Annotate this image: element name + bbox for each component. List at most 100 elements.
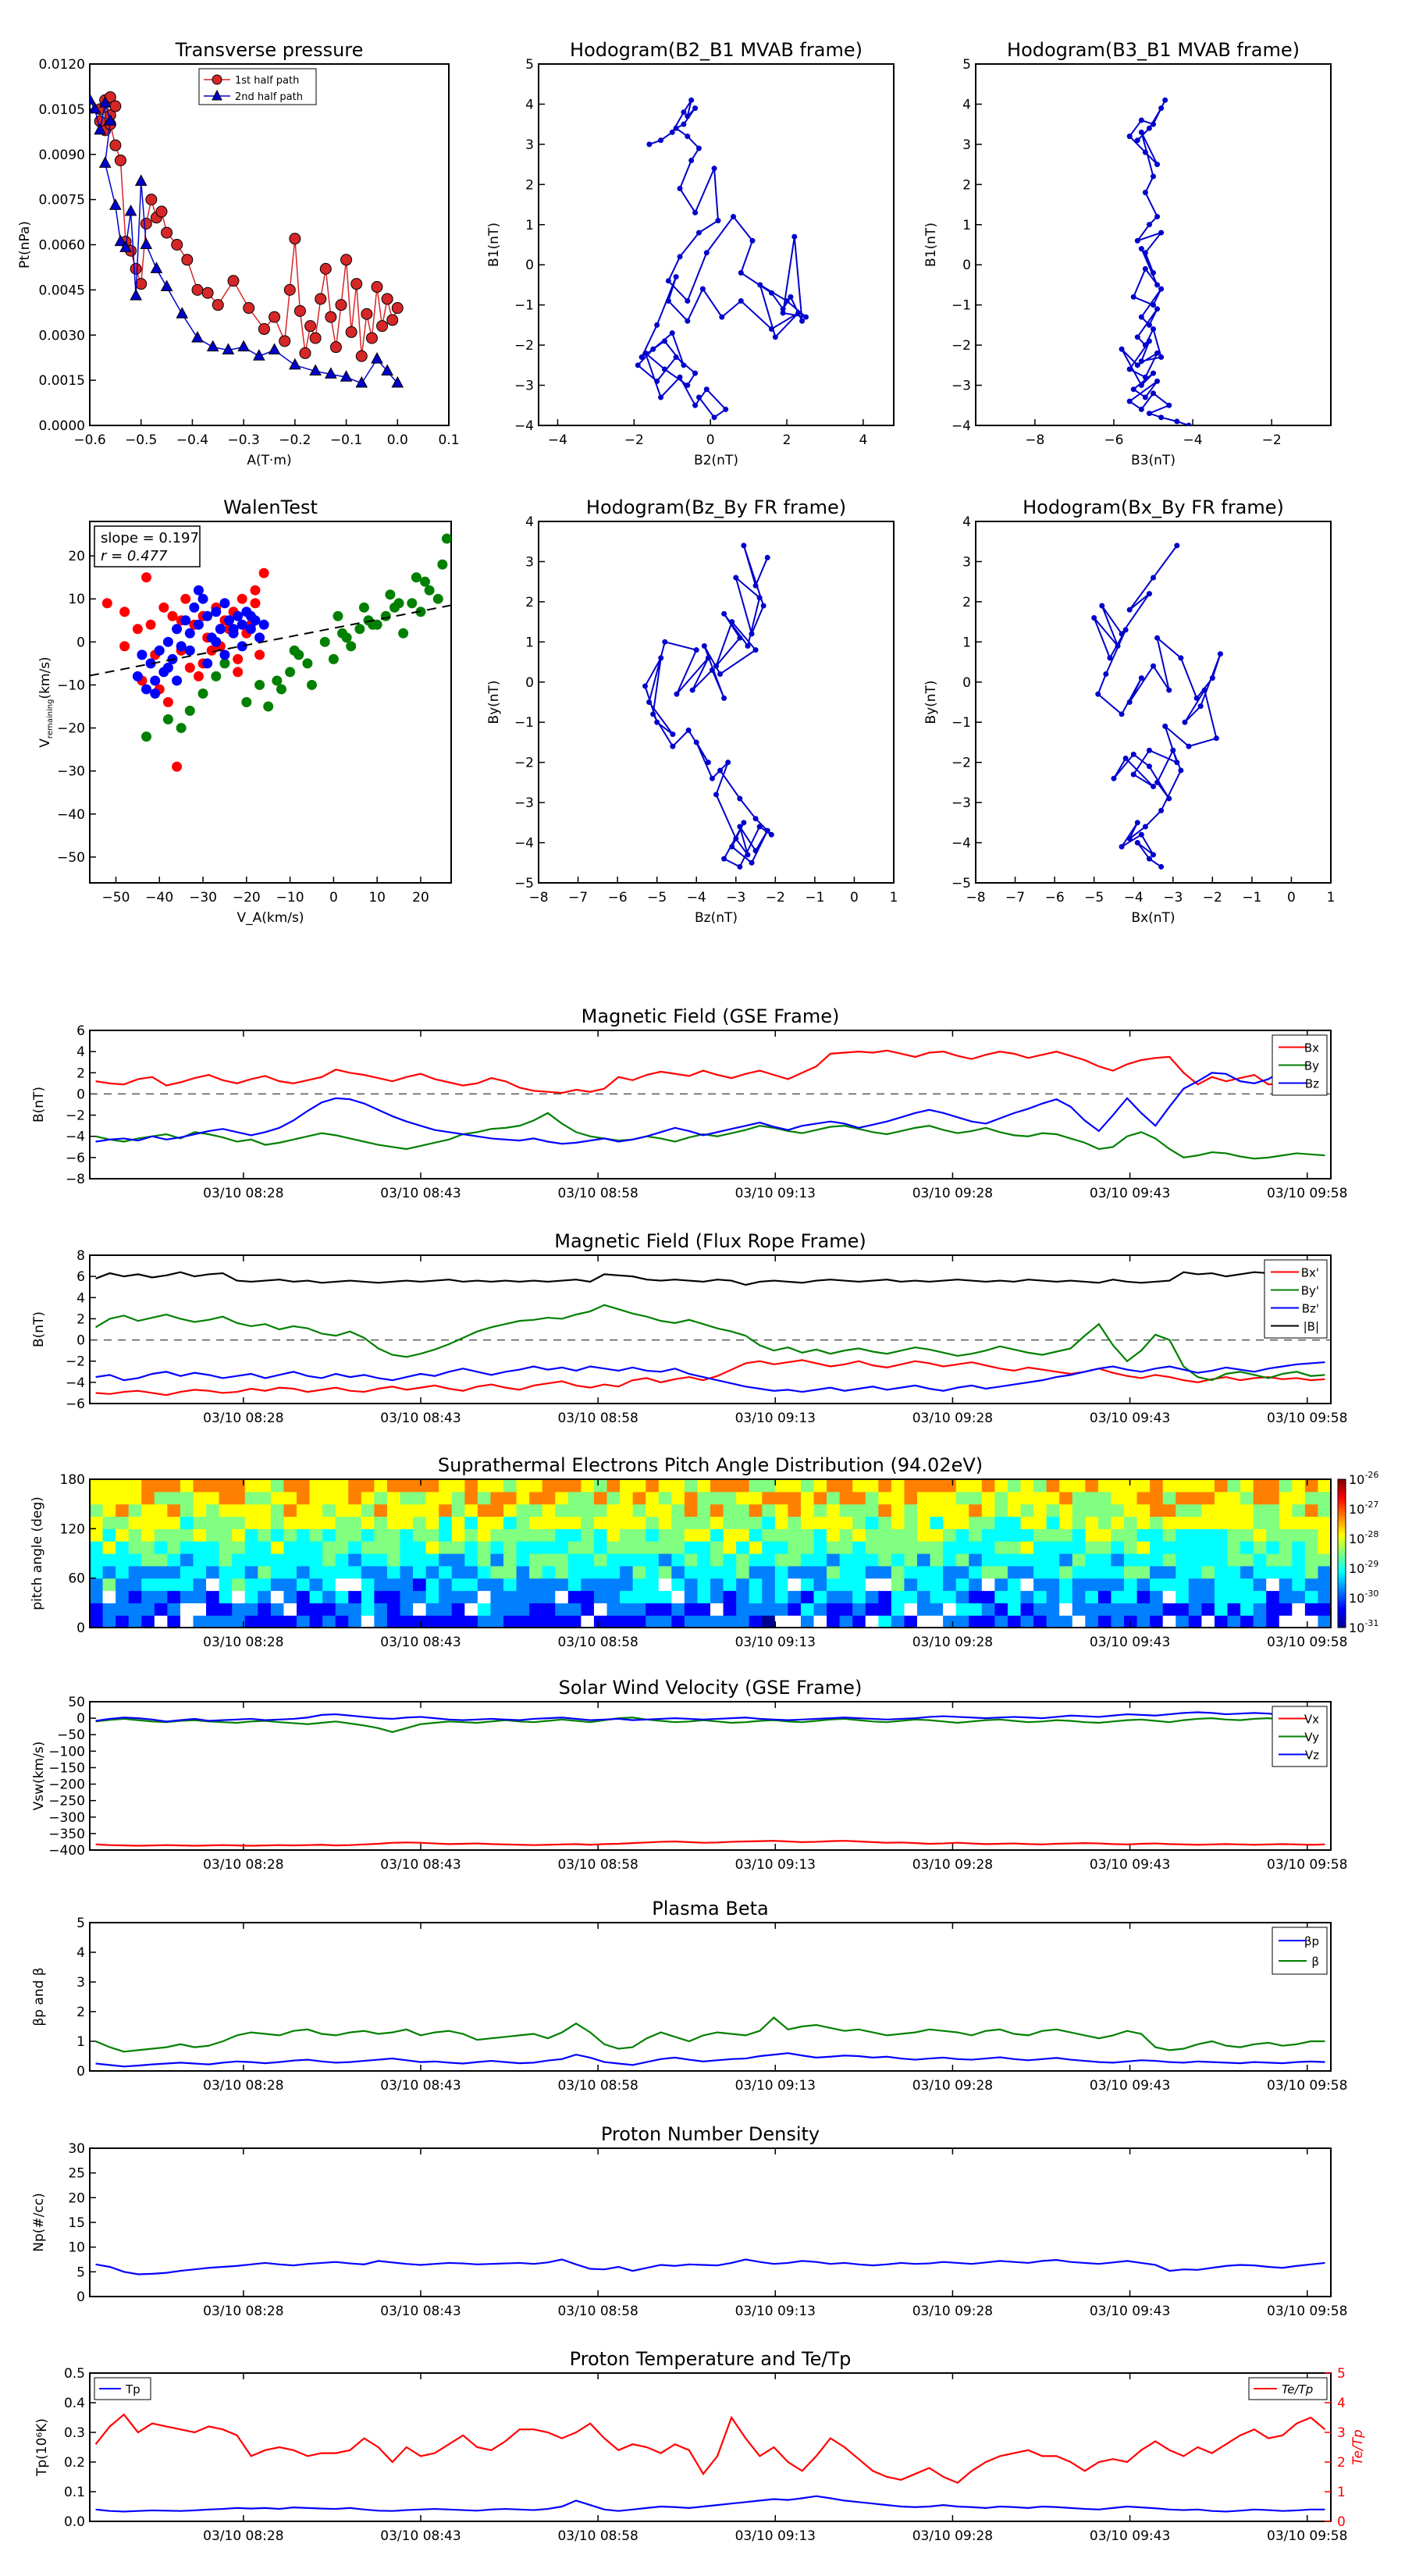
- heatmap-cell: [788, 1479, 802, 1493]
- x-axis-label: V_A(km/s): [237, 910, 304, 926]
- heatmap-cell: [671, 1615, 685, 1628]
- heatmap-cell: [141, 1516, 155, 1529]
- data-point: [306, 679, 317, 690]
- heatmap-cell: [503, 1528, 518, 1542]
- heatmap-cell: [154, 1553, 168, 1567]
- heatmap-cell: [297, 1553, 311, 1567]
- heatmap-cell: [736, 1491, 750, 1505]
- heatmap-cell: [800, 1528, 815, 1542]
- chart-panel-8: Suprathermal Electrons Pitch Angle Distr…: [30, 1454, 1378, 1650]
- data-point: [1146, 856, 1152, 862]
- heatmap-cell: [1124, 1491, 1138, 1505]
- heatmap-cell: [581, 1491, 595, 1505]
- heatmap-cell: [1046, 1565, 1060, 1579]
- data-point: [1146, 338, 1152, 344]
- heatmap-cell: [620, 1590, 634, 1603]
- heatmap-cell: [981, 1590, 995, 1603]
- data-point: [245, 624, 256, 635]
- heatmap-cell: [1176, 1578, 1190, 1592]
- heatmap-cell: [671, 1541, 685, 1554]
- data-point: [1162, 97, 1168, 103]
- x-tick-label: −6: [608, 890, 628, 906]
- heatmap-cell: [788, 1541, 802, 1554]
- heatmap-cell: [671, 1553, 685, 1567]
- chart-title: Hodogram(B3_B1 MVAB frame): [1007, 39, 1300, 61]
- heatmap-cell: [736, 1541, 750, 1554]
- annotation-slope: slope = 0.197: [101, 530, 199, 546]
- data-point: [669, 129, 675, 135]
- data-point: [437, 559, 448, 570]
- heatmap-cell: [425, 1491, 439, 1505]
- heatmap-cell: [451, 1565, 465, 1579]
- heatmap-cell: [813, 1516, 827, 1529]
- heatmap-cell: [593, 1590, 608, 1603]
- heatmap-cell: [439, 1541, 453, 1554]
- heatmap-cell: [167, 1491, 181, 1505]
- heatmap-cell: [374, 1516, 388, 1529]
- data-point: [1174, 418, 1180, 425]
- heatmap-cell: [542, 1590, 556, 1603]
- heatmap-cell: [128, 1578, 142, 1592]
- plot-area: [90, 91, 404, 388]
- x-tick-label: 03/10 08:58: [557, 2078, 638, 2094]
- plot-area: [95, 2258, 1325, 2275]
- heatmap-cell: [1150, 1541, 1164, 1554]
- x-tick-label: 03/10 08:58: [557, 1186, 638, 1201]
- y-tick-label: 0.0: [64, 2514, 85, 2530]
- data-point: [772, 334, 778, 340]
- y-tick-label: −2: [514, 756, 534, 771]
- y-tick-label: 1: [525, 218, 534, 233]
- heatmap-cell: [439, 1553, 453, 1567]
- y-axis-label: B1(nT): [923, 222, 939, 267]
- heatmap-cell: [348, 1615, 362, 1628]
- heatmap-cell: [1214, 1615, 1229, 1628]
- data-point: [1178, 655, 1184, 661]
- heatmap-cell: [955, 1491, 969, 1505]
- data-point: [335, 299, 347, 311]
- heatmap-cell: [555, 1603, 569, 1616]
- heatmap-cell: [800, 1615, 815, 1628]
- plot-area: [642, 543, 774, 870]
- chart-title: Magnetic Field (Flux Rope Frame): [554, 1230, 866, 1252]
- colorbar-base: 10: [1349, 1472, 1364, 1487]
- heatmap-cell: [762, 1565, 776, 1579]
- y2-tick-label: 0: [1337, 2514, 1346, 2530]
- data-point: [733, 575, 739, 581]
- heatmap-cell: [413, 1516, 427, 1529]
- data-point: [1138, 675, 1144, 681]
- data-point: [1151, 575, 1156, 581]
- heatmap-cell: [620, 1479, 634, 1493]
- heatmap-cell: [671, 1528, 685, 1542]
- heatmap-cell: [516, 1615, 530, 1628]
- heatmap-cell: [1033, 1541, 1048, 1554]
- heatmap-cell: [1033, 1603, 1048, 1616]
- x-tick-label: 03/10 09:58: [1267, 2078, 1347, 2094]
- data-point: [237, 340, 250, 352]
- heatmap-cell: [1266, 1503, 1280, 1517]
- heatmap-cell: [1097, 1553, 1112, 1567]
- heatmap-cell: [1318, 1565, 1332, 1579]
- heatmap-cell: [490, 1479, 504, 1493]
- data-point: [109, 139, 122, 151]
- heatmap-cell: [425, 1553, 439, 1567]
- y-tick-label: 0: [76, 635, 85, 650]
- heatmap-cell: [1318, 1541, 1332, 1554]
- heatmap-cell: [1097, 1565, 1112, 1579]
- data-point: [721, 856, 727, 862]
- heatmap-cell: [322, 1479, 336, 1493]
- heatmap-cell: [361, 1565, 375, 1579]
- heatmap-cell: [943, 1528, 957, 1542]
- data-point: [1151, 390, 1156, 397]
- data-point: [1213, 735, 1219, 742]
- x-tick-label: −10: [276, 890, 304, 906]
- data-point: [90, 101, 101, 114]
- heatmap-cell: [451, 1503, 465, 1517]
- heatmap-cell: [904, 1553, 918, 1567]
- heatmap-cell: [1188, 1516, 1202, 1529]
- heatmap-cell: [477, 1541, 492, 1554]
- x-tick-label: 03/10 08:58: [557, 1635, 638, 1650]
- heatmap-cell: [800, 1553, 815, 1567]
- colorbar-base: 10: [1349, 1591, 1364, 1606]
- heatmap-cell: [219, 1590, 233, 1603]
- data-point: [340, 370, 353, 382]
